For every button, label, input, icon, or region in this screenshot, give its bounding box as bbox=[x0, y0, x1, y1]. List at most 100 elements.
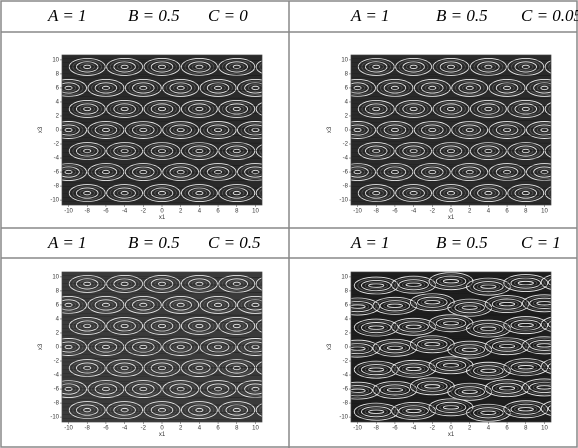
streamline bbox=[398, 405, 429, 417]
y-tick-label: -10 bbox=[339, 415, 348, 421]
streamline bbox=[139, 127, 148, 133]
streamline bbox=[368, 367, 385, 372]
panel: A = 1 B = 0.5 C = 0 -10 -8 -6 -4 -2 0 2 4 6 8 10 -10 -8… bbox=[38, 6, 263, 221]
streamline bbox=[62, 81, 262, 84]
streamline bbox=[94, 82, 118, 94]
streamline bbox=[62, 314, 262, 318]
streamline bbox=[442, 405, 460, 410]
streamline bbox=[203, 339, 233, 355]
streamline bbox=[62, 60, 262, 63]
x-tick-label: -10 bbox=[64, 426, 73, 432]
streamline bbox=[458, 303, 482, 312]
streamline bbox=[351, 73, 551, 76]
streamline bbox=[244, 341, 262, 353]
streamline bbox=[351, 339, 380, 358]
streamline bbox=[351, 383, 377, 398]
y-tick-label: -10 bbox=[339, 198, 348, 204]
streamline bbox=[62, 365, 262, 368]
streamline bbox=[544, 276, 551, 288]
y-axis-label: x3 bbox=[327, 343, 333, 350]
streamline bbox=[480, 326, 497, 331]
streamline bbox=[351, 150, 551, 153]
streamline bbox=[116, 364, 133, 372]
streamline bbox=[62, 358, 262, 361]
streamline bbox=[357, 278, 396, 293]
streamline bbox=[188, 278, 211, 290]
streamline bbox=[351, 193, 551, 196]
streamline bbox=[351, 103, 551, 106]
y-tick-label: -2 bbox=[343, 142, 349, 148]
streamline bbox=[244, 299, 262, 311]
streamline bbox=[191, 322, 208, 330]
streamline bbox=[113, 103, 136, 115]
streamline bbox=[62, 103, 262, 106]
streamline-plot bbox=[62, 272, 262, 422]
streamline bbox=[405, 408, 422, 414]
streamline bbox=[150, 362, 174, 374]
streamline bbox=[191, 406, 208, 414]
streamline bbox=[150, 61, 174, 73]
streamline bbox=[157, 148, 167, 154]
streamline bbox=[147, 360, 177, 376]
streamline bbox=[351, 111, 551, 114]
streamline bbox=[62, 168, 77, 176]
streamline bbox=[247, 84, 262, 92]
x-tick-label: 4 bbox=[198, 209, 202, 215]
streamline bbox=[428, 127, 437, 133]
y-tick-label: -4 bbox=[343, 156, 349, 162]
streamline bbox=[351, 96, 551, 99]
streamline bbox=[232, 148, 241, 154]
x-tick-label: -2 bbox=[141, 426, 147, 432]
streamline bbox=[401, 280, 426, 289]
streamline bbox=[109, 402, 140, 418]
streamline bbox=[351, 187, 551, 191]
streamline bbox=[517, 407, 534, 412]
streamline bbox=[390, 85, 399, 91]
streamline bbox=[91, 381, 121, 397]
streamline bbox=[62, 180, 262, 183]
streamline bbox=[79, 364, 95, 372]
streamline bbox=[68, 359, 106, 377]
streamline bbox=[199, 121, 237, 139]
streamline bbox=[421, 124, 444, 136]
streamline bbox=[232, 106, 241, 112]
x-axis-label: x1 bbox=[159, 215, 166, 221]
streamline bbox=[495, 342, 519, 351]
streamline bbox=[79, 147, 95, 155]
streamline bbox=[62, 404, 262, 408]
streamline bbox=[83, 281, 92, 287]
streamline bbox=[120, 106, 129, 112]
streamline bbox=[536, 84, 551, 92]
streamline bbox=[532, 383, 551, 392]
y-tick-label: 10 bbox=[341, 274, 348, 280]
streamline bbox=[462, 126, 478, 134]
streamline bbox=[62, 122, 84, 138]
streamline bbox=[514, 61, 538, 73]
streamline bbox=[247, 301, 262, 309]
streamline bbox=[259, 146, 262, 156]
streamline bbox=[351, 66, 551, 69]
streamline bbox=[540, 358, 551, 374]
streamline bbox=[376, 298, 414, 314]
streamline bbox=[351, 156, 551, 159]
streamline bbox=[376, 121, 414, 139]
streamline bbox=[162, 78, 200, 97]
streamline bbox=[62, 142, 262, 146]
streamline bbox=[454, 164, 485, 180]
streamline bbox=[386, 345, 403, 350]
x-tick-label: 8 bbox=[235, 426, 239, 432]
streamline bbox=[62, 301, 77, 309]
streamline bbox=[116, 147, 133, 155]
streamline bbox=[372, 64, 381, 70]
streamline bbox=[394, 403, 433, 419]
streamline bbox=[517, 365, 534, 370]
streamline bbox=[214, 85, 223, 91]
y-tick-label: -6 bbox=[54, 387, 60, 393]
streamline bbox=[351, 367, 551, 370]
x-tick-label: 4 bbox=[487, 209, 491, 215]
streamline bbox=[206, 383, 230, 395]
streamline bbox=[368, 409, 385, 414]
streamline bbox=[135, 126, 151, 134]
streamline bbox=[518, 189, 534, 197]
streamline bbox=[351, 84, 366, 92]
